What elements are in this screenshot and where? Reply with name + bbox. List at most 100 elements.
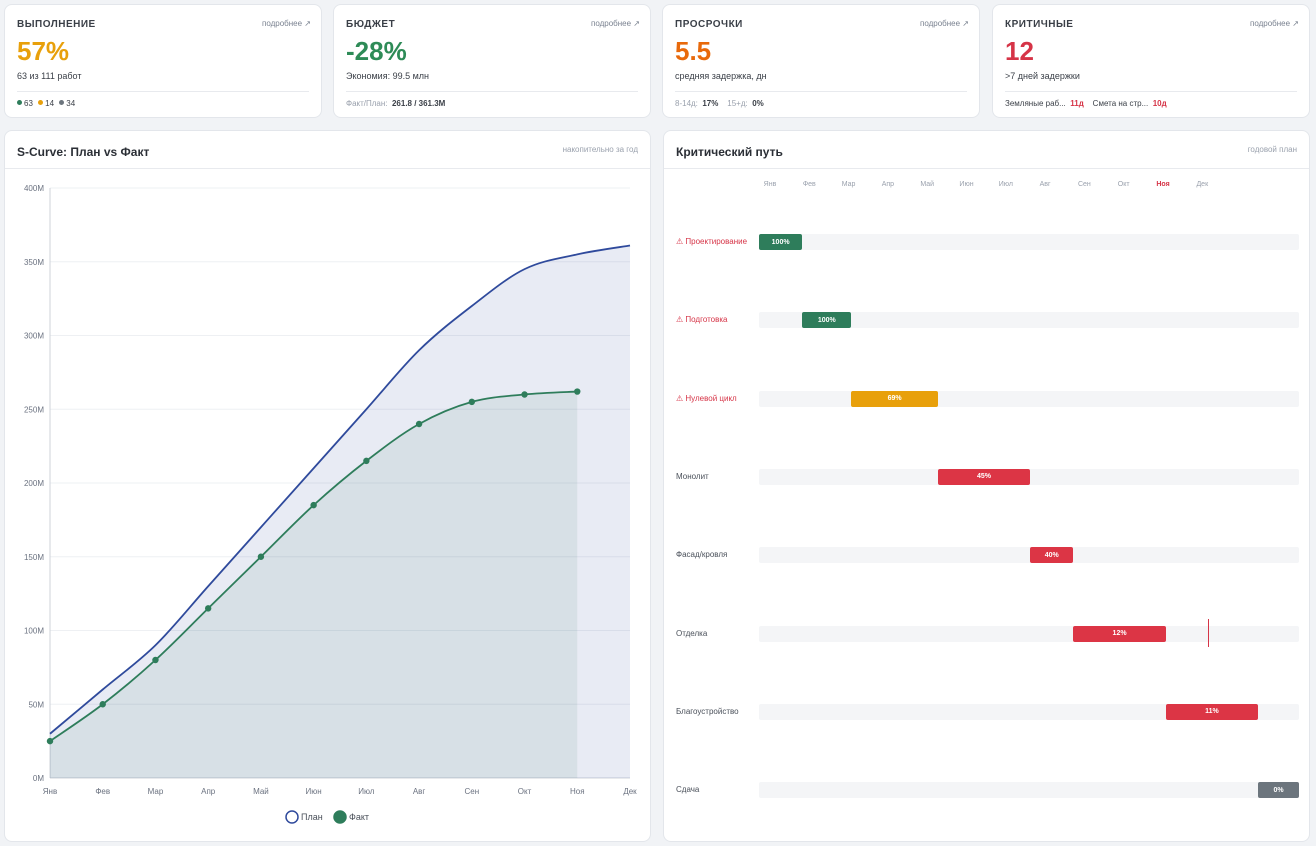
gantt-task-label[interactable]: Фасад/кровля: [676, 550, 728, 560]
fact-data-point[interactable]: [99, 701, 106, 708]
legend-plan-icon[interactable]: [285, 810, 299, 824]
kpi-title: КРИТИЧНЫЕ: [1005, 19, 1074, 30]
more-link[interactable]: подробнее ↗: [920, 19, 969, 28]
panel-note: накопительно за год: [562, 145, 638, 154]
gantt-task-label[interactable]: ⚠ Подготовка: [676, 315, 728, 325]
more-link[interactable]: подробнее ↗: [1250, 19, 1299, 28]
x-tick-label: Сен: [464, 787, 479, 796]
kpi-delay-ranges: 8-14д: 17% 15+д: 0%: [675, 99, 764, 108]
gantt-month-label: Авг: [1039, 181, 1051, 188]
gantt-task-label[interactable]: Благоустройство: [676, 706, 739, 716]
gantt-task-label[interactable]: Сдача: [676, 785, 700, 795]
gantt-track: [759, 312, 1299, 329]
gantt-task-label[interactable]: ⚠ Проектирование: [676, 237, 748, 246]
in-progress-dot-icon: [38, 100, 44, 105]
critical-item-value: 11д: [1070, 99, 1084, 108]
fact-data-point[interactable]: [257, 553, 265, 560]
x-tick-label: Ноя: [570, 787, 585, 796]
fact-data-point[interactable]: [310, 501, 317, 509]
divider: [346, 91, 638, 92]
fact-data-point[interactable]: [152, 656, 159, 664]
kpi-status-counts: 63 14 34: [17, 99, 75, 108]
gantt-task-bar[interactable]: 69%: [851, 390, 938, 407]
fact-data-point[interactable]: [521, 391, 528, 398]
divider: [675, 91, 967, 92]
more-link[interactable]: подробнее ↗: [262, 19, 311, 28]
fact-data-point[interactable]: [363, 457, 370, 465]
x-tick-label: Дек: [623, 787, 637, 796]
divider: [17, 91, 309, 92]
kpi-fact-plan: Факт/План: 261.8 / 361.3M: [346, 99, 445, 108]
done-dot-icon: [17, 100, 22, 105]
x-tick-label: Мар: [148, 787, 164, 796]
gantt-track: [759, 625, 1299, 642]
today-marker: [1208, 619, 1209, 647]
scurve-chart: 0M 50M 100M 150M 200M 250M 300M 350M 400M Янв Фев М…: [24, 184, 637, 824]
x-tick-label: Фев: [95, 787, 110, 796]
in-progress-count: 14: [45, 99, 55, 108]
series-line-fact: [49, 390, 578, 742]
kpi-value: 57%: [17, 36, 70, 66]
gantt-month-label: Фев: [802, 181, 816, 188]
fact-data-point[interactable]: [468, 398, 476, 406]
kpi-subtitle: 63 из 111 работ: [17, 71, 82, 81]
kpi-title: ВЫПОЛНЕНИЕ: [17, 19, 96, 30]
kpi-card-budget: БЮДЖЕТ подробнее ↗ -28% Экономия: 99.5 м…: [333, 4, 651, 118]
gantt-track: [759, 390, 1299, 407]
fact-data-point[interactable]: [574, 388, 581, 395]
kpi-value: -28%: [346, 36, 407, 66]
gantt-task-bar[interactable]: 11%: [1165, 703, 1259, 720]
divider: [1005, 91, 1297, 92]
fact-data-point[interactable]: [415, 420, 423, 428]
kpi-card-critical: КРИТИЧНЫЕ подробнее ↗ 12 >7 дней задержк…: [992, 4, 1310, 118]
gantt-task-label[interactable]: Монолит: [676, 471, 709, 481]
gantt-month-label: Ноя: [1156, 181, 1170, 188]
gantt-task-bar[interactable]: 12%: [1073, 625, 1166, 642]
legend-plan-label[interactable]: План: [301, 812, 323, 822]
range-value: 17%: [702, 99, 719, 108]
y-tick-label: 400M: [24, 184, 44, 193]
series-area-plan: [50, 245, 630, 778]
gantt-month-label: Мар: [841, 181, 856, 188]
kpi-critical-items: Земляные раб... 11д Смета на стр... 10д: [1005, 99, 1167, 108]
gantt-month-label: Сен: [1077, 181, 1091, 188]
fact-data-point[interactable]: [46, 737, 54, 745]
critical-item-value: 10д: [1152, 99, 1167, 108]
gantt-task-bar[interactable]: 45%: [937, 468, 1031, 485]
legend-fact-icon[interactable]: [333, 810, 347, 824]
gantt-track: [759, 782, 1299, 799]
kpi-title: ПРОСРОЧКИ: [675, 19, 743, 30]
gantt-task-bar[interactable]: 40%: [1030, 547, 1074, 564]
y-tick-label: 200M: [24, 479, 44, 488]
gantt-task-bar[interactable]: 100%: [802, 312, 852, 329]
not-started-count: 34: [66, 99, 76, 108]
gantt-task-bar[interactable]: 100%: [759, 234, 803, 250]
y-tick-label: 250M: [24, 405, 44, 414]
gantt-task-label[interactable]: ⚠ Нулевой цикл: [676, 393, 737, 403]
y-tick-label: 100M: [24, 627, 44, 636]
more-link[interactable]: подробнее ↗: [591, 19, 640, 28]
kpi-value: 12: [1005, 36, 1034, 66]
gantt-track: [759, 547, 1299, 564]
y-tick-label: 50M: [28, 700, 44, 709]
gantt-month-label: Дек: [1196, 181, 1209, 188]
gantt-task-label[interactable]: Отделка: [676, 628, 708, 638]
kpi-subtitle: средняя задержка, дн: [675, 71, 767, 81]
gantt-task-bar[interactable]: 0%: [1258, 782, 1299, 799]
divider: [5, 168, 650, 169]
critical-item-label[interactable]: Земляные раб...: [1005, 99, 1066, 108]
legend-fact-label[interactable]: Факт: [349, 812, 369, 822]
y-tick-label: 300M: [24, 332, 44, 341]
not-started-dot-icon: [59, 100, 65, 105]
kpi-card-delays: ПРОСРОЧКИ подробнее ↗ 5.5 средняя задерж…: [662, 4, 980, 118]
gantt-month-label: Май: [920, 181, 935, 188]
critical-item-label[interactable]: Смета на стр...: [1092, 99, 1149, 108]
y-tick-label: 0M: [33, 774, 44, 783]
gantt-track: [759, 703, 1299, 720]
kpi-value: 5.5: [675, 36, 712, 66]
fact-data-point[interactable]: [204, 605, 212, 612]
x-tick-label: Июл: [358, 787, 375, 796]
scurve-panel: S-Curve: План vs Факт накопительно за го…: [4, 130, 651, 842]
gantt-month-label: Янв: [763, 181, 777, 188]
range-value: 0%: [752, 99, 764, 108]
